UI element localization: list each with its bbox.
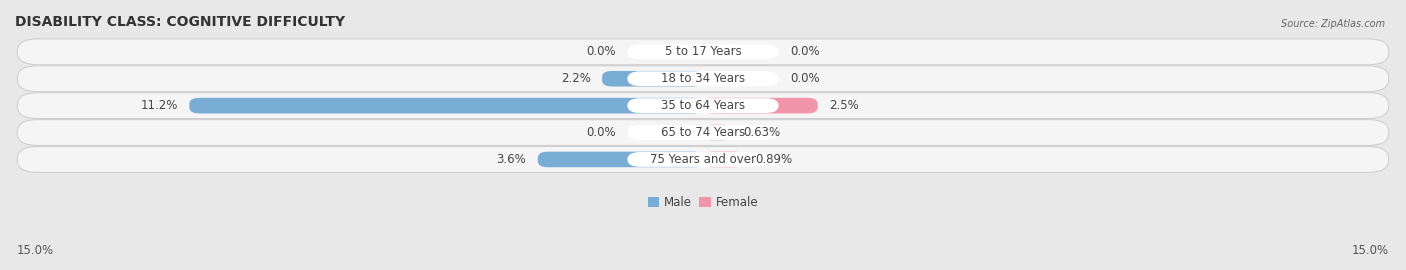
Text: 75 Years and over: 75 Years and over bbox=[650, 153, 756, 166]
FancyBboxPatch shape bbox=[627, 71, 779, 86]
Legend: Male, Female: Male, Female bbox=[643, 191, 763, 214]
Text: 0.0%: 0.0% bbox=[586, 45, 616, 58]
FancyBboxPatch shape bbox=[627, 125, 779, 140]
FancyBboxPatch shape bbox=[17, 66, 1389, 92]
FancyBboxPatch shape bbox=[190, 98, 703, 113]
FancyBboxPatch shape bbox=[627, 44, 779, 59]
FancyBboxPatch shape bbox=[703, 98, 818, 113]
Text: 0.0%: 0.0% bbox=[790, 72, 820, 85]
Text: 18 to 34 Years: 18 to 34 Years bbox=[661, 72, 745, 85]
Text: 0.89%: 0.89% bbox=[755, 153, 793, 166]
Text: 2.2%: 2.2% bbox=[561, 72, 591, 85]
Text: 35 to 64 Years: 35 to 64 Years bbox=[661, 99, 745, 112]
Text: 5 to 17 Years: 5 to 17 Years bbox=[665, 45, 741, 58]
FancyBboxPatch shape bbox=[17, 120, 1389, 146]
Text: 0.0%: 0.0% bbox=[586, 126, 616, 139]
Text: 3.6%: 3.6% bbox=[496, 153, 526, 166]
Text: 0.0%: 0.0% bbox=[790, 45, 820, 58]
FancyBboxPatch shape bbox=[627, 152, 779, 167]
Text: 2.5%: 2.5% bbox=[830, 99, 859, 112]
FancyBboxPatch shape bbox=[703, 125, 733, 140]
FancyBboxPatch shape bbox=[602, 71, 703, 86]
FancyBboxPatch shape bbox=[17, 39, 1389, 65]
FancyBboxPatch shape bbox=[703, 152, 744, 167]
Text: DISABILITY CLASS: COGNITIVE DIFFICULTY: DISABILITY CLASS: COGNITIVE DIFFICULTY bbox=[15, 15, 344, 29]
Text: 15.0%: 15.0% bbox=[1353, 244, 1389, 256]
Text: 0.63%: 0.63% bbox=[744, 126, 780, 139]
Text: 15.0%: 15.0% bbox=[17, 244, 53, 256]
FancyBboxPatch shape bbox=[538, 152, 703, 167]
FancyBboxPatch shape bbox=[627, 98, 779, 113]
Text: Source: ZipAtlas.com: Source: ZipAtlas.com bbox=[1281, 19, 1385, 29]
FancyBboxPatch shape bbox=[17, 147, 1389, 172]
FancyBboxPatch shape bbox=[17, 93, 1389, 119]
Text: 11.2%: 11.2% bbox=[141, 99, 177, 112]
Text: 65 to 74 Years: 65 to 74 Years bbox=[661, 126, 745, 139]
